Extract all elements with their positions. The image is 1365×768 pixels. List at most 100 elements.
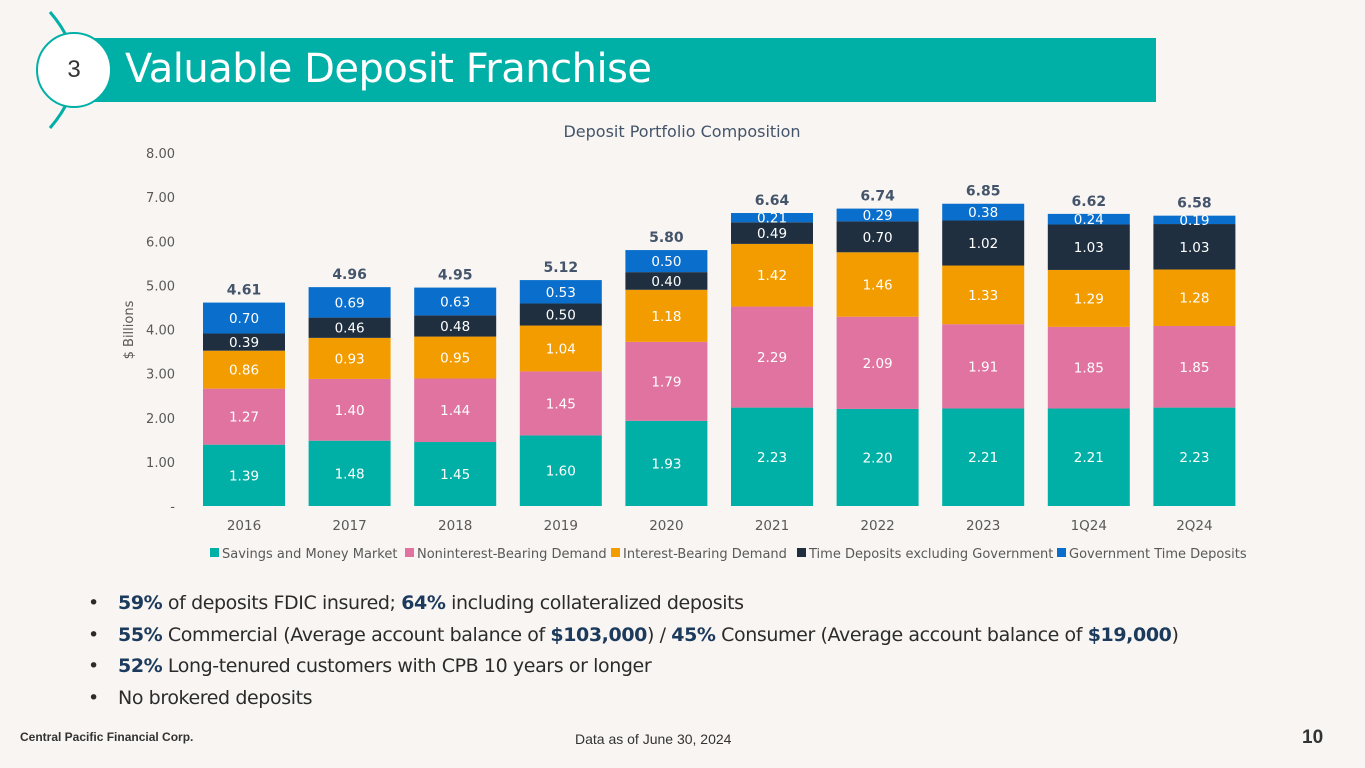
section-number-badge: 3	[36, 32, 112, 108]
bullet-text: including collateralized deposits	[445, 592, 744, 614]
data-label: 1.03	[1074, 240, 1104, 256]
x-tick-label: 2019	[544, 518, 578, 534]
data-label: 0.19	[1179, 213, 1209, 229]
data-label: 0.95	[440, 351, 470, 367]
legend-label: Interest-Bearing Demand	[623, 547, 787, 562]
bar-segment	[414, 287, 497, 316]
legend-swatch	[1057, 548, 1066, 557]
data-label: 1.18	[651, 309, 681, 325]
data-label: 1.48	[335, 466, 365, 482]
bar-segment	[203, 388, 285, 445]
total-label: 6.58	[1177, 196, 1212, 212]
x-tick-label: 1Q24	[1071, 518, 1107, 534]
bullet-icon: •	[88, 686, 99, 709]
data-label: 0.49	[757, 226, 787, 242]
bullet-highlight: $103,000	[550, 623, 647, 646]
bar-segment	[731, 407, 813, 506]
bar-segment	[836, 221, 919, 253]
data-label: 1.85	[1074, 361, 1104, 377]
data-label: 2.21	[1074, 450, 1104, 466]
y-tick-label: 4.00	[146, 324, 175, 339]
bullet-item: • 52% Long-tenured customers with CPB 10 …	[88, 655, 1178, 687]
deposit-chart: Deposit Portfolio Composition - 1.00 2.00 3.…	[122, 122, 1247, 562]
y-axis-label: $ Billions	[122, 300, 137, 359]
data-label: 2.23	[757, 450, 787, 466]
data-label: 1.79	[651, 374, 681, 390]
bar-segment	[836, 316, 919, 409]
x-tick-label: 2017	[332, 518, 366, 534]
bullet-item: • No brokered deposits	[88, 687, 1178, 719]
bullet-text: Long-tenured customers with CPB 10 years…	[162, 655, 652, 677]
legend-label: Savings and Money Market	[222, 547, 397, 562]
x-tick-label: 2018	[438, 518, 472, 534]
bar-segment	[203, 444, 285, 506]
data-label: 0.53	[546, 285, 576, 301]
bar-segment	[519, 435, 602, 506]
bar-segment	[308, 378, 391, 441]
total-label: 4.95	[438, 268, 473, 284]
x-tick-label: 2021	[755, 518, 789, 534]
total-label: 5.12	[544, 260, 579, 276]
bar-segment	[1047, 224, 1130, 270]
data-label: 0.46	[335, 321, 365, 337]
bullet-icon: •	[88, 623, 99, 646]
data-label: 0.24	[1074, 212, 1104, 228]
y-tick-label: -	[170, 500, 175, 515]
y-tick-label: 2.00	[146, 412, 175, 427]
bar-segment	[625, 289, 708, 342]
bullet-text: )	[1171, 623, 1179, 646]
bullet-text: No brokered deposits	[118, 686, 313, 709]
bar-segment	[836, 252, 919, 317]
x-tick-label: 2016	[227, 518, 261, 534]
bar-segment	[308, 287, 391, 318]
bar-segment	[625, 420, 708, 506]
bullet-text: of deposits FDIC insured;	[162, 592, 402, 614]
bullet-text: ) /	[646, 623, 672, 646]
total-label: 4.61	[227, 283, 262, 299]
bullet-highlight: 45%	[671, 623, 716, 646]
bullet-highlight: 52%	[118, 655, 163, 677]
data-label: 0.86	[229, 363, 259, 379]
data-label: 2.29	[757, 350, 787, 366]
data-as-of: Data as of June 30, 2024	[575, 731, 732, 747]
bar-segment	[942, 203, 1025, 221]
data-label: 1.46	[863, 277, 893, 293]
data-label: 0.40	[651, 274, 681, 290]
bar-segment	[414, 315, 497, 337]
bar-segment	[1047, 213, 1130, 225]
total-label: 6.62	[1072, 194, 1107, 210]
data-label: 0.50	[546, 307, 576, 323]
data-label: 1.60	[546, 464, 576, 480]
bullet-highlight: 59%	[118, 592, 163, 614]
data-label: 1.03	[1179, 240, 1209, 256]
bar-segment	[1153, 269, 1236, 326]
y-tick-label: 5.00	[146, 279, 175, 294]
total-label: 6.85	[966, 184, 1001, 200]
y-tick-label: 6.00	[146, 235, 175, 250]
bar-segment	[1153, 224, 1236, 270]
y-tick-label: 8.00	[146, 147, 175, 162]
data-label: 1.91	[968, 359, 998, 375]
bullet-item: • 55% Commercial (Average account balance…	[88, 623, 1179, 656]
bullet-text: Consumer (Average account balance of	[715, 623, 1088, 646]
bar-segment	[519, 325, 602, 372]
data-label: 0.39	[229, 335, 259, 351]
data-label: 1.45	[546, 396, 576, 412]
data-label: 1.40	[335, 403, 365, 419]
total-label: 6.74	[860, 189, 895, 205]
bar-segment	[625, 272, 708, 290]
bar-segment	[836, 208, 919, 222]
data-label: 0.70	[863, 230, 893, 246]
bar-segment	[1153, 325, 1236, 408]
page-number: 10	[1302, 727, 1324, 748]
bar-segment	[308, 317, 391, 338]
bar-segment	[731, 222, 813, 244]
bar-segment	[942, 408, 1025, 506]
bar-segment	[1047, 408, 1130, 506]
bar-segment	[942, 324, 1025, 409]
data-label: 2.09	[863, 356, 893, 372]
bar-segment	[731, 213, 813, 223]
data-label: 1.44	[440, 403, 470, 419]
legend-swatch	[405, 548, 414, 557]
